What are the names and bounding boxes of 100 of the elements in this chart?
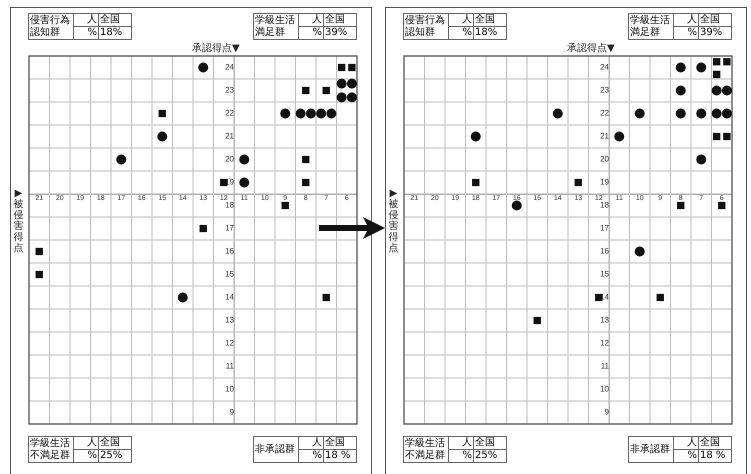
y-tick-label: 24	[600, 62, 610, 72]
x-axis-title: ▶被侵害得点	[13, 188, 24, 254]
point	[614, 132, 624, 142]
text: 学級生活不満足群	[404, 436, 448, 462]
text: 25%	[98, 450, 132, 462]
y-tick-label: 13	[600, 316, 610, 325]
y-tick-label: 10	[225, 384, 235, 394]
point	[306, 108, 316, 118]
point	[302, 156, 310, 164]
point	[200, 224, 207, 232]
point	[676, 62, 686, 72]
y-tick-label: 16	[225, 246, 235, 256]
text: %	[674, 26, 698, 40]
point	[723, 58, 731, 66]
y-tick-label: 15	[225, 270, 235, 279]
text: 学級生活不満足群	[28, 436, 74, 462]
point	[158, 110, 166, 118]
point	[676, 86, 686, 96]
text: 18%	[98, 26, 132, 40]
point	[302, 178, 310, 186]
text: %	[74, 26, 98, 40]
y-tick-label: 23	[225, 86, 235, 95]
point	[512, 200, 522, 210]
text: 18%	[474, 26, 506, 40]
text: 学級生活満足群	[254, 14, 298, 40]
y-tick-label: 9	[230, 408, 235, 417]
text: 非承認群	[628, 436, 674, 462]
point	[157, 132, 168, 142]
point	[36, 270, 43, 278]
text: 39%	[698, 26, 732, 40]
point	[534, 316, 541, 324]
y-tick-label: 17	[600, 224, 610, 233]
point	[696, 108, 706, 118]
point	[470, 132, 481, 142]
point	[116, 154, 126, 164]
y-tick-label: 21	[225, 132, 235, 141]
point	[239, 178, 250, 188]
point	[677, 202, 684, 210]
y-tick-label: 12	[225, 338, 235, 348]
y-axis-title: 承認得点▼	[567, 42, 615, 55]
point	[326, 108, 336, 118]
point	[348, 64, 356, 72]
point	[656, 294, 664, 302]
y-tick-label: 16	[600, 246, 610, 256]
point	[676, 108, 686, 118]
text: %	[448, 26, 474, 40]
point	[322, 294, 330, 302]
point	[712, 132, 720, 140]
point	[472, 178, 480, 186]
point	[296, 108, 306, 118]
text: 39%	[324, 26, 356, 40]
point	[198, 62, 208, 72]
point	[346, 78, 357, 89]
y-tick-label: 10	[600, 384, 610, 394]
point	[239, 154, 250, 164]
text: 学級生活満足群	[628, 14, 674, 40]
y-tick-label: 11	[226, 362, 235, 371]
point	[552, 108, 563, 118]
y-tick-label: 19	[600, 178, 610, 187]
point	[302, 86, 310, 94]
x-axis-title: ▶被侵害得点	[388, 188, 399, 254]
text: %	[74, 450, 98, 462]
point	[346, 92, 357, 102]
y-tick-label: 21	[600, 132, 610, 141]
text: 非承認群	[254, 436, 298, 462]
y-tick-label: 11	[600, 362, 610, 371]
point	[712, 108, 722, 118]
text: 25%	[474, 450, 506, 462]
y-axis-title: 承認得点▼	[192, 42, 240, 55]
point	[280, 108, 290, 118]
text: %	[674, 450, 698, 462]
point	[336, 92, 347, 102]
y-tick-label: 12	[600, 338, 610, 348]
point	[696, 62, 706, 72]
y-tick-label: 22	[225, 108, 235, 118]
point	[722, 86, 732, 96]
text: 18 %	[698, 450, 732, 462]
point	[338, 64, 346, 72]
y-tick-label: 24	[225, 62, 235, 72]
y-tick-label: 20	[600, 154, 610, 164]
point	[723, 132, 731, 140]
point	[634, 246, 645, 256]
point	[634, 108, 645, 118]
y-tick-label: 23	[600, 86, 610, 95]
point	[696, 154, 706, 164]
text: 18 %	[324, 450, 356, 462]
y-tick-label: 9	[604, 408, 610, 417]
point	[712, 58, 720, 66]
point	[712, 70, 720, 78]
y-tick-label: 20	[225, 154, 235, 164]
y-tick-label: 14	[225, 292, 235, 302]
point	[712, 86, 722, 96]
y-tick-label: 13	[225, 316, 235, 325]
text: %	[448, 450, 474, 462]
y-tick-label: 17	[225, 224, 235, 233]
point	[336, 78, 347, 89]
point	[178, 292, 188, 302]
point	[322, 86, 330, 94]
point	[574, 178, 582, 186]
point	[316, 108, 326, 118]
